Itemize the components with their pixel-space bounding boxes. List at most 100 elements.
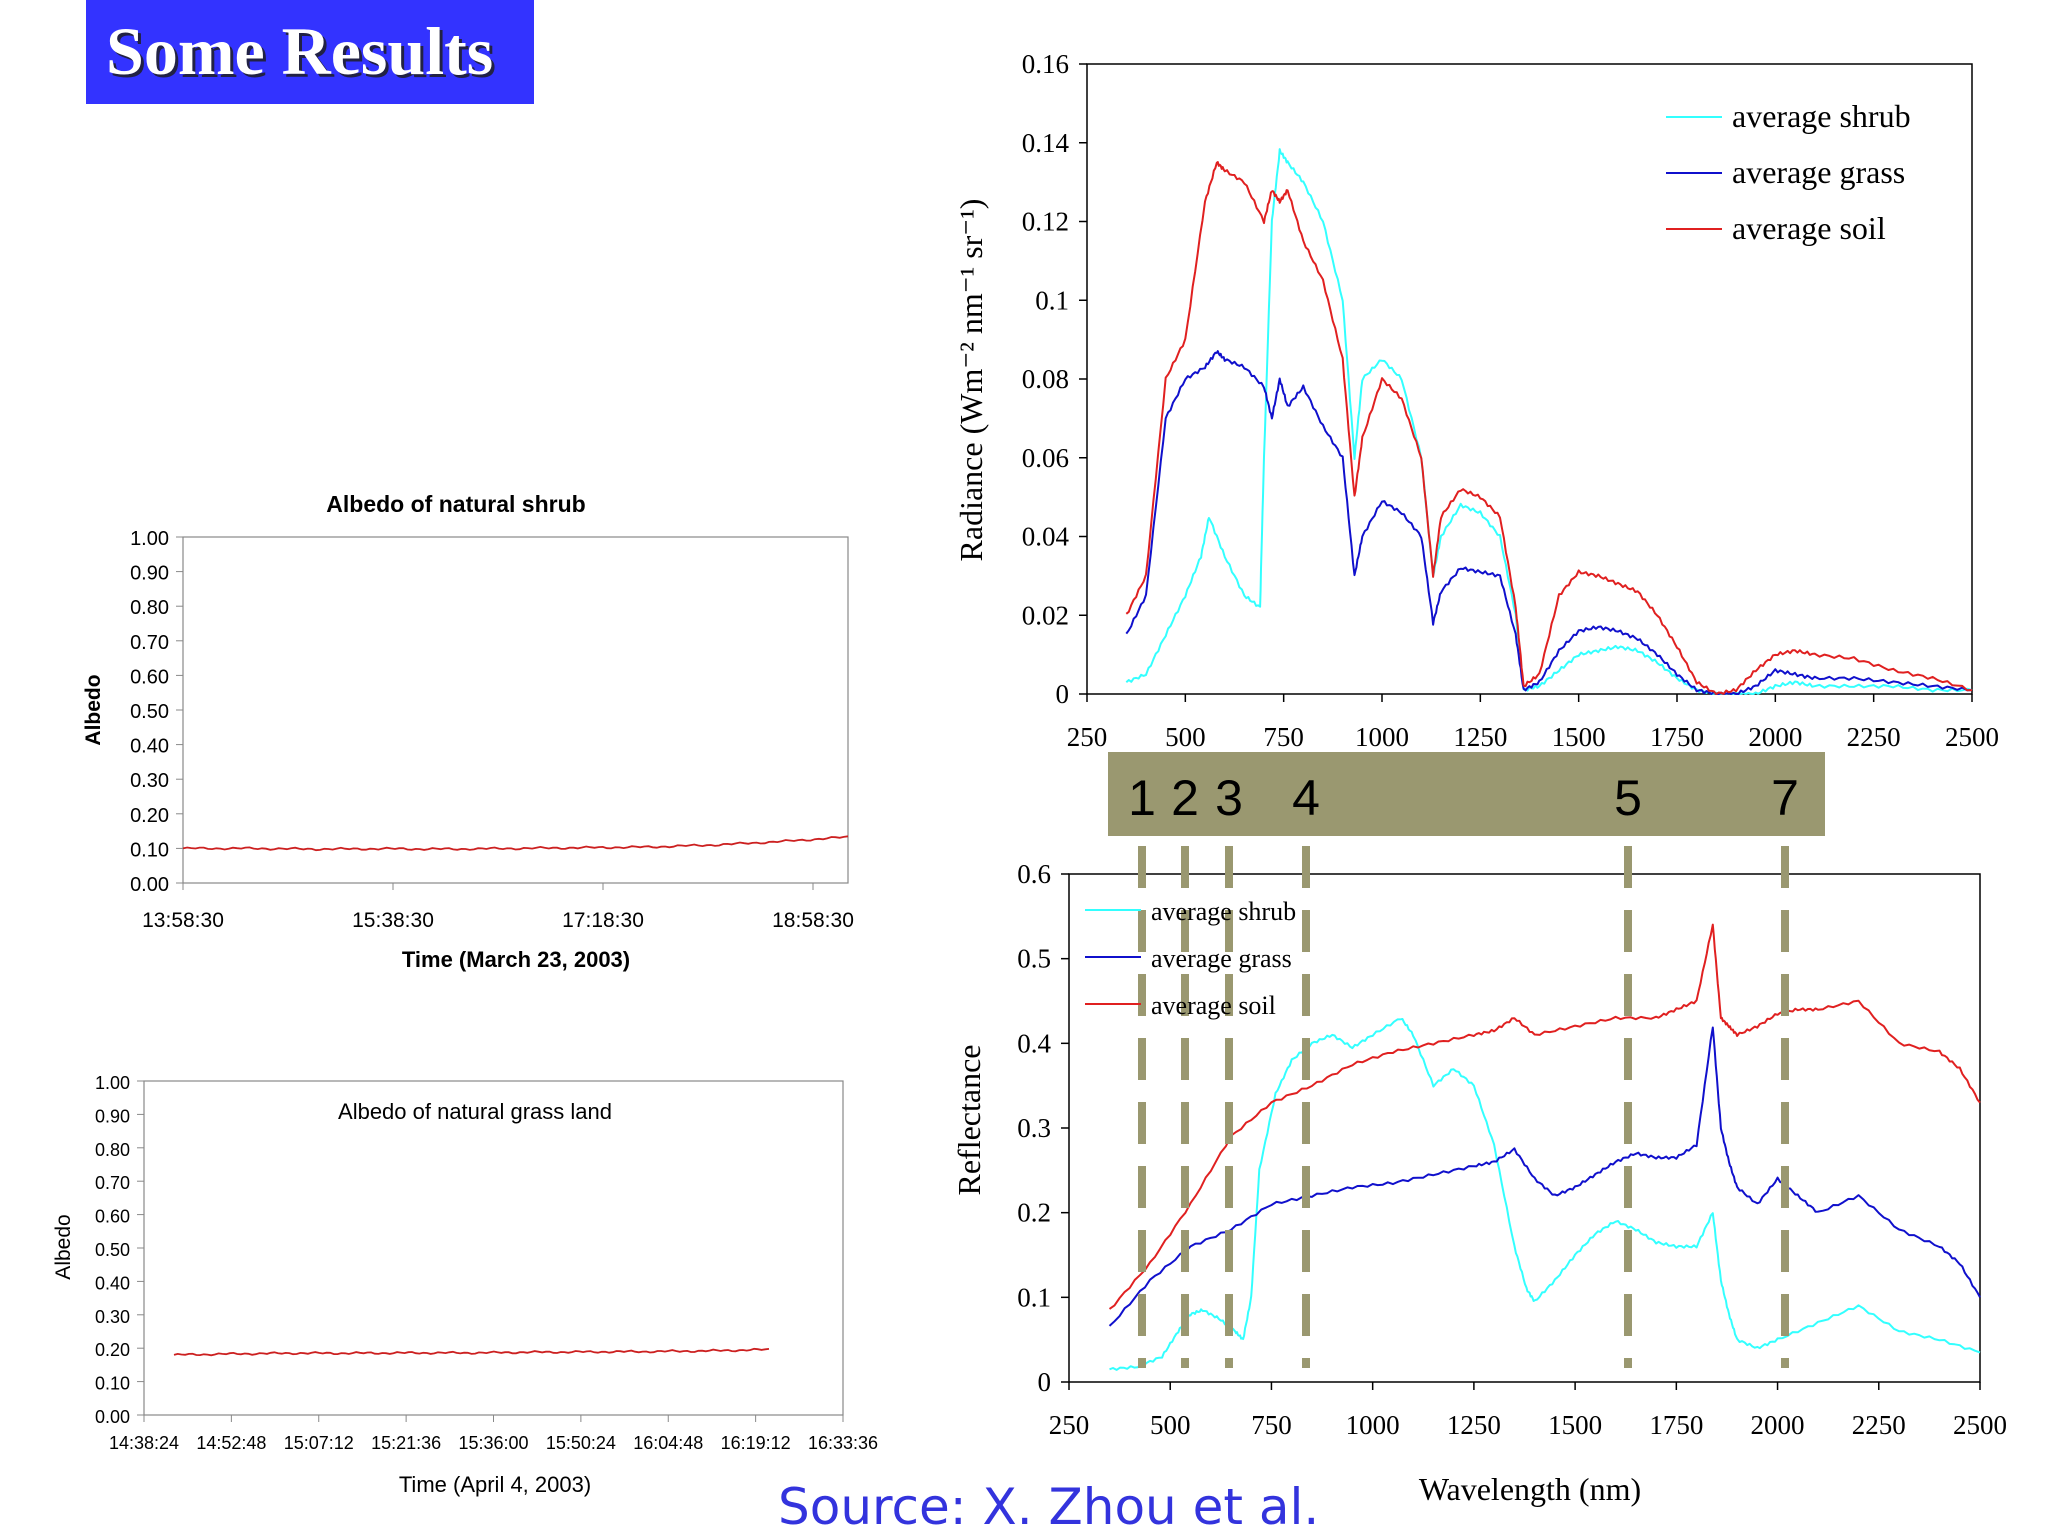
y-tick-label: 0.40 (95, 1273, 130, 1293)
x-tick-label: 15:38:30 (352, 909, 434, 932)
y-tick-label: 0.08 (1022, 364, 1069, 394)
x-tick-label: 14:52:48 (196, 1433, 266, 1453)
y-tick-label: 0.14 (1022, 128, 1070, 158)
slide-title: Some Results (106, 13, 494, 89)
y-tick-label: 0.90 (130, 563, 169, 585)
chart-title: Albedo of natural shrub (326, 491, 585, 517)
legend-label-grass: average grass (1732, 154, 1905, 190)
series-line-shrub (1125, 148, 1973, 695)
y-tick-label: 0.20 (130, 805, 169, 827)
x-tick-label: 2500 (1953, 1410, 2007, 1440)
slide-title-box: Some Results (86, 0, 534, 104)
chart-radiance: 0.16 0.14 0.12 0.1 0.08 0.06 0.04 0.02 0 250 500 7… (953, 49, 1999, 752)
x-tick-label: 250 (1067, 722, 1108, 752)
x-tick-label: 1500 (1552, 722, 1606, 752)
y-tick-label: 0.1 (1017, 1282, 1051, 1312)
x-tick-label: 1500 (1548, 1410, 1602, 1440)
x-tick-label: 2250 (1847, 722, 1901, 752)
plot-area (143, 1080, 844, 1416)
band-label-1: 1 (1128, 770, 1156, 826)
x-tick-label: 16:19:12 (721, 1433, 791, 1453)
x-tick-label: 16:33:36 (808, 1433, 878, 1453)
series-line-soil (1125, 161, 1973, 695)
x-tick-label: 2000 (1751, 1410, 1805, 1440)
y-tick-label: 0.2 (1017, 1198, 1051, 1228)
x-tick-label: 15:21:36 (371, 1433, 441, 1453)
legend-label-shrub: average shrub (1151, 897, 1296, 926)
y-tick-label: 1.00 (95, 1073, 130, 1093)
x-tick-label: 14:38:24 (109, 1433, 179, 1453)
y-tick-label: 0.06 (1022, 443, 1069, 473)
series-line-soil (1108, 923, 1981, 1310)
y-tick-label: 0.70 (95, 1173, 130, 1193)
y-tick-label: 0.4 (1017, 1028, 1051, 1058)
y-tick-label: 0 (1056, 679, 1070, 709)
x-tick-label: 2000 (1748, 722, 1802, 752)
x-tick-label: 18:58:30 (772, 909, 854, 932)
x-tick-label: 15:07:12 (284, 1433, 354, 1453)
source-credit: Source: X. Zhou et al. (778, 1478, 1320, 1536)
y-tick-label: 0.1 (1035, 285, 1069, 315)
y-tick-label: 0.60 (95, 1207, 130, 1227)
y-tick-label: 0.90 (95, 1106, 130, 1126)
series-line-grass (1125, 350, 1973, 695)
band-label-2: 2 (1171, 770, 1199, 826)
series-line-grass (1108, 1026, 1981, 1327)
y-tick-label: 0.10 (130, 839, 169, 861)
band-label-7: 7 (1771, 770, 1799, 826)
x-tick-label: 1250 (1447, 1410, 1501, 1440)
x-tick-label: 500 (1150, 1410, 1191, 1440)
y-tick-label: 0.10 (95, 1374, 130, 1394)
y-tick-label: 0.5 (1017, 944, 1051, 974)
x-axis-label: Time (March 23, 2003) (402, 947, 630, 972)
band-label-4: 4 (1292, 770, 1320, 826)
chart-albedo-grass: Albedo of natural grass land 1.00 0.90 0.8… (52, 1073, 878, 1497)
chart-title: Albedo of natural grass land (338, 1099, 612, 1124)
y-tick-label: 0.80 (130, 597, 169, 619)
x-tick-label: 17:18:30 (562, 909, 644, 932)
y-tick-label: 0.50 (95, 1240, 130, 1260)
x-tick-label: 250 (1049, 1410, 1090, 1440)
x-tick-label: 15:36:00 (458, 1433, 528, 1453)
x-tick-label: 16:04:48 (633, 1433, 703, 1453)
y-tick-label: 0.12 (1022, 207, 1069, 237)
legend-label-shrub: average shrub (1732, 98, 1911, 134)
y-tick-label: 0.80 (95, 1140, 130, 1160)
y-tick-label: 0.16 (1022, 49, 1069, 79)
chart-albedo-shrub: Albedo of natural shrub 1.00 0.90 0.80 0.70… (82, 491, 854, 972)
albedo-series-line (173, 1347, 770, 1357)
x-axis-label: Time (April 4, 2003) (399, 1472, 591, 1497)
y-tick-label: 0.50 (130, 701, 169, 723)
y-tick-label: 0.30 (95, 1307, 130, 1327)
x-tick-label: 750 (1251, 1410, 1292, 1440)
chart-reflectance: 0.6 0.5 0.4 0.3 0.2 0.1 0 250 500 750 1000 1250 150… (951, 846, 2007, 1507)
y-tick-label: 0 (1038, 1367, 1052, 1397)
band-label-3: 3 (1215, 770, 1243, 826)
y-tick-label: 0.20 (95, 1340, 130, 1360)
plot-area (182, 536, 849, 884)
x-tick-label: 500 (1165, 722, 1206, 752)
x-tick-label: 2500 (1945, 722, 1999, 752)
x-tick-label: 1000 (1355, 722, 1409, 752)
band-label-5: 5 (1614, 770, 1642, 826)
series-line-shrub (1109, 1018, 1981, 1371)
y-tick-label: 0.6 (1017, 859, 1051, 889)
x-tick-label: 2250 (1852, 1410, 1906, 1440)
y-axis-label: Albedo (82, 674, 105, 745)
y-tick-label: 0.00 (130, 874, 169, 896)
x-tick-label: 13:58:30 (142, 909, 224, 932)
x-tick-label: 1750 (1650, 722, 1704, 752)
legend-label-soil: average soil (1151, 991, 1276, 1020)
y-tick-label: 0.60 (130, 666, 169, 688)
x-tick-label: 1750 (1649, 1410, 1703, 1440)
y-tick-label: 0.70 (130, 632, 169, 654)
legend-label-soil: average soil (1732, 210, 1886, 246)
y-tick-label: 0.02 (1022, 600, 1069, 630)
x-tick-label: 1250 (1453, 722, 1507, 752)
legend-label-grass: average grass (1151, 944, 1292, 973)
y-axis-label: Reflectance (951, 1045, 987, 1196)
y-axis-label: Radiance (Wm⁻² nm⁻¹ sr⁻¹) (953, 199, 989, 562)
y-tick-label: 0.40 (130, 736, 169, 758)
